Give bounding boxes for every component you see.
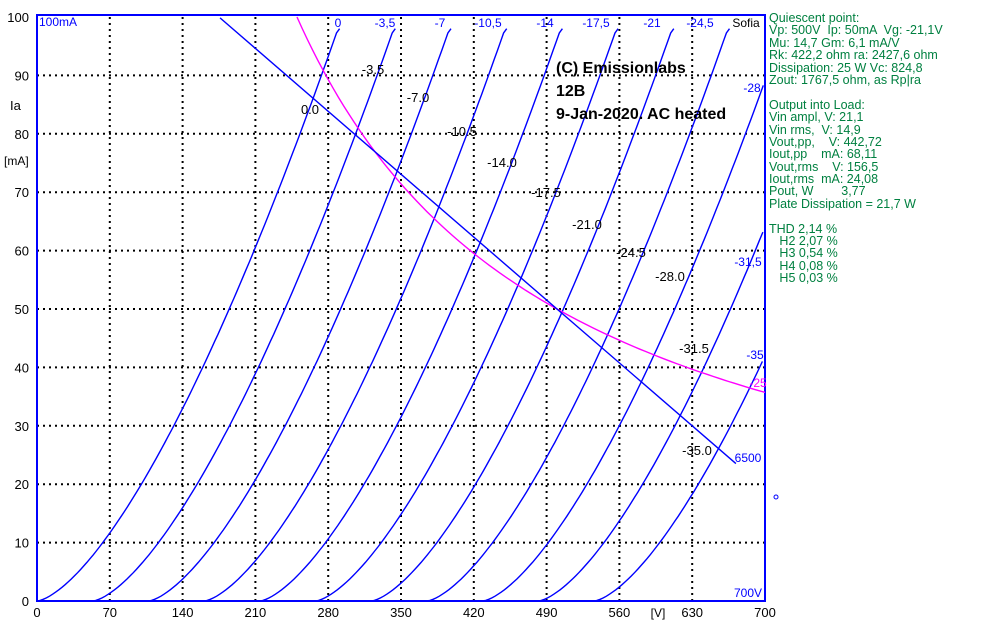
y-tick-label: 20 [15, 477, 29, 492]
panel-line: Vin ampl, V: 21,1 [769, 110, 864, 125]
plate-curve-line [593, 361, 764, 602]
curve-top-label: -3,5 [375, 16, 396, 30]
curve-value-label: -21.0 [572, 217, 602, 232]
panel-line: Vout,pp, V: 442,72 [769, 134, 882, 149]
plate-curve-line [371, 28, 675, 602]
load-line-label: 6500 [735, 451, 762, 465]
curve-end-label: -31,5 [734, 255, 762, 269]
curve-value-label: -24.5 [616, 245, 646, 260]
curve-top-label: -21 [643, 16, 661, 30]
curve-value-label: -35.0 [682, 443, 712, 458]
y-tick-label: 40 [15, 360, 29, 375]
plate-curve-line [92, 28, 396, 602]
curve-end-label: -35 [746, 348, 764, 362]
y-tick-label: 90 [15, 68, 29, 83]
plot-frame [36, 14, 766, 602]
x-tick-label: 490 [536, 605, 558, 620]
panel-line: Pout, W 3,77 [769, 184, 866, 199]
x-tick-label: 700 [754, 605, 776, 620]
x-tick-label: 420 [463, 605, 485, 620]
panel-line: THD 2,14 % [769, 221, 838, 236]
y-axis-unit: [mA] [4, 154, 29, 168]
plate-curve-line [203, 28, 508, 602]
x-tick-label: 70 [103, 605, 117, 620]
y-tick-label: 10 [15, 536, 29, 551]
x-tick-label: 560 [609, 605, 631, 620]
curve-top-label: -10,5 [474, 16, 502, 30]
curve-value-label: -7.0 [407, 90, 429, 105]
curve-value-label: -31.5 [679, 341, 709, 356]
panel-line: H2 2,07 % [769, 234, 838, 249]
curve-top-label: -7 [435, 16, 446, 30]
panel-line: Rk: 422,2 ohm ra: 2427,6 ohm [769, 48, 938, 63]
dissipation-label: -25 [749, 376, 767, 390]
panel-line [769, 210, 943, 222]
top-left-label: 100mA [39, 15, 77, 29]
curve-top-label: -17,5 [582, 16, 610, 30]
plate-curve-line [315, 28, 619, 602]
x-tick-label: 140 [172, 605, 194, 620]
plate-curve-line [538, 231, 764, 602]
panel-line: Vin rms, V: 14,9 [769, 122, 861, 137]
panel-line: Mu: 14,7 Gm: 6,1 mA/V [769, 35, 900, 50]
chart-title-line: 9-Jan-2020. AC heated [556, 106, 726, 123]
curve-value-label: -10.5 [447, 124, 477, 139]
plate-curve-line [36, 28, 341, 602]
load-line [219, 17, 737, 465]
plate-curve-line [426, 28, 731, 602]
panel-line: Plate Dissipation = 21,7 W [769, 196, 916, 211]
panel-line: Quiescent point: [769, 11, 860, 25]
panel-line: H4 0,08 % [769, 258, 838, 273]
y-tick-label: 30 [15, 419, 29, 434]
panel-line: H3 0,54 % [769, 246, 838, 261]
plate-curve-line [259, 28, 563, 602]
y-tick-label: 100 [7, 10, 29, 25]
curve-value-label: -17.5 [531, 185, 561, 200]
marker-dot [773, 494, 779, 500]
y-tick-label: 60 [15, 244, 29, 259]
x-axis-label: [V] [651, 606, 666, 620]
curve-top-label: -24,5 [686, 16, 714, 30]
curve-value-label: -14.0 [487, 155, 517, 170]
y-axis-label: Ia [10, 98, 22, 113]
panel-line: Vp: 500V Ip: 50mA Vg: -21,1V [769, 23, 943, 38]
x-tick-label: 280 [317, 605, 339, 620]
x-tick-label: 210 [245, 605, 267, 620]
panel-line: Dissipation: 25 W Vc: 824,8 [769, 60, 923, 75]
plate-curve-line [148, 28, 452, 602]
curve-value-label: -28.0 [655, 269, 685, 284]
panel-line: Output into Load: [769, 97, 865, 112]
y-tick-label: 0 [22, 594, 29, 609]
x-tick-label: 630 [681, 605, 703, 620]
y-tick-label: 50 [15, 302, 29, 317]
curve-top-label: 0 [335, 16, 342, 30]
panel-line: Vout,rms V: 156,5 [769, 159, 879, 174]
panel-line: Iout,pp mA: 68,11 [769, 147, 878, 162]
panel-line: H5 0,03 % [769, 271, 838, 286]
panel-line [769, 86, 943, 98]
panel-line: Iout,rms mA: 24,08 [769, 172, 879, 187]
x-tick-label: 0 [33, 605, 40, 620]
chart-title-line: 12B [556, 83, 585, 100]
results-panel: Quiescent point: Vp: 500V Ip: 50mA Vg: -2… [769, 12, 943, 285]
x-end-label: 700V [734, 586, 762, 600]
corner-label: Sofia [732, 16, 760, 30]
plate-curve-line [482, 85, 764, 602]
x-tick-label: 350 [390, 605, 412, 620]
curve-end-label: -28 [743, 81, 761, 95]
curve-top-label: -14 [536, 16, 554, 30]
curve-value-label: 0.0 [301, 102, 319, 117]
y-tick-label: 70 [15, 185, 29, 200]
y-tick-label: 80 [15, 127, 29, 142]
panel-line: Zout: 1767,5 ohm, as Rp|ra [769, 72, 921, 87]
curve-value-label: -3.5 [362, 62, 384, 77]
chart-title-line: (C) Emissionlabs [556, 60, 686, 77]
